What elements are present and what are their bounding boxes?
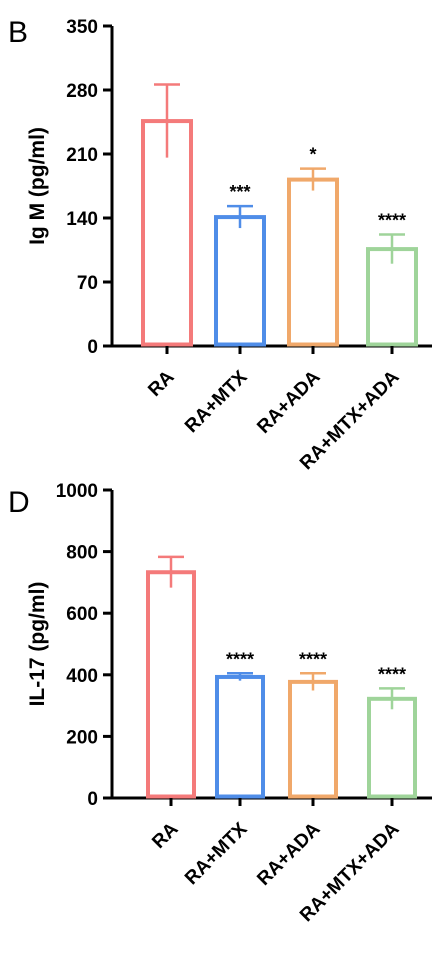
y-tick-label: 280 [66,81,98,102]
y-tick-label: 400 [66,666,98,687]
bar-ra-mtx-ada [367,696,417,799]
y-tick-label: 350 [66,17,98,38]
significance-label: *** [229,182,250,202]
significance-label: * [309,145,316,165]
y-tick-label: 140 [66,209,98,230]
y-tick-label: 200 [66,727,98,748]
chart-panel-b: B 0 70 140 210 280 350 Ig M (pg/ml) RA *** RA+MTX *… [8,16,432,474]
significance-label: **** [378,210,406,230]
bar-ra [141,119,193,347]
x-category-label: RA+ADA [253,818,324,889]
x-category-label: RA+MTX [181,818,252,889]
y-tick-label: 1000 [56,481,98,502]
bar-ra-mtx-ada [366,247,418,347]
panel-label-b: B [8,16,28,49]
chart-panel-d: D 0 200 400 600 800 1000 IL-17 (pg/ml) RA **** RA+… [8,481,432,926]
bar-ra-mtx [215,674,265,799]
x-category-label: RA [148,818,182,852]
x-category-label: RA+ADA [253,366,324,437]
y-tick-label: 210 [66,145,98,166]
significance-label: **** [226,649,254,669]
bar-ra-ada [287,177,339,347]
significance-label: **** [378,664,406,684]
y-tick-label: 70 [77,273,98,294]
x-category-label: RA+MTX [181,366,252,437]
bar-ra-ada [288,679,338,799]
y-tick-label: 600 [66,604,98,625]
x-category-label: RA [144,366,178,400]
bar-ra [146,570,196,799]
y-axis-label: Ig M (pg/ml) [26,127,49,245]
y-axis-label: IL-17 (pg/ml) [26,582,49,707]
panel-label-d: D [8,486,30,519]
bar-ra-mtx [214,215,266,347]
y-tick-label: 0 [87,337,98,358]
y-tick-label: 0 [87,789,98,810]
significance-label: **** [299,649,327,669]
y-tick-label: 800 [66,543,98,564]
